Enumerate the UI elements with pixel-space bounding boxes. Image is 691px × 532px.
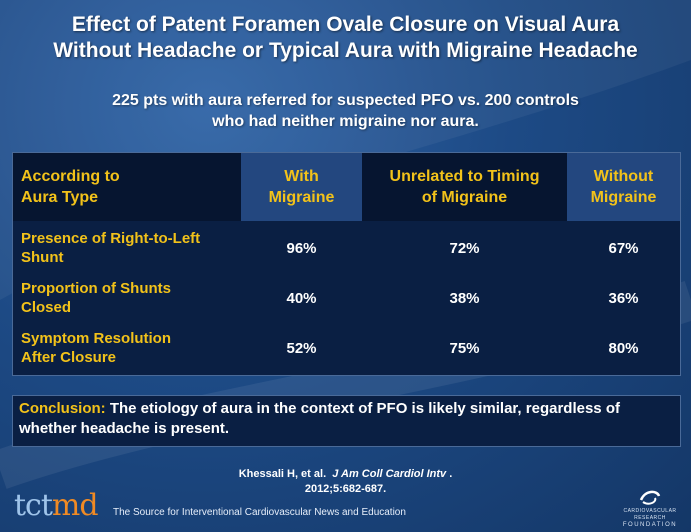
header-with-migraine: With Migraine	[268, 168, 335, 206]
header-highlight-without	[567, 153, 680, 221]
citation: Khessali H, et al. J Am Coll Cardiol Int…	[0, 467, 691, 497]
slide-subtitle: 225 pts with aura referred for suspected…	[0, 90, 691, 132]
citation-journal: J Am Coll Cardiol Intv	[332, 468, 447, 480]
table-cell-value: 52%	[286, 339, 317, 357]
table-cell-value: 80%	[608, 339, 639, 357]
table-cell-value: 36%	[608, 289, 639, 307]
results-table: According to Aura Type With Migraine Unrel…	[12, 152, 681, 376]
title-line-2: Without Headache or Typical Aura with Mi…	[53, 39, 638, 62]
header-without-migraine: Without Migraine	[590, 168, 657, 206]
foundation-line-2: FOUNDATION	[622, 522, 678, 528]
tctmd-logo: tctmd	[14, 488, 99, 523]
table-cell-value: 75%	[449, 339, 480, 357]
subtitle-line-2: who had neither migraine nor aura.	[212, 113, 479, 130]
header-unrelated-timing: Unrelated to Timing of Migraine	[389, 168, 540, 206]
conclusion-lead: Conclusion:	[19, 400, 106, 417]
foundation-line-1: CARDIOVASCULAR RESEARCH	[623, 508, 677, 521]
table-row-label: Presence of Right-to-Left Shunt	[21, 230, 201, 266]
crf-swirl-icon	[639, 490, 661, 505]
table-row-label: Proportion of Shunts Closed	[21, 280, 171, 316]
crf-foundation-logo: CARDIOVASCULAR RESEARCH FOUNDATION	[617, 488, 683, 529]
footer-tagline: The Source for Interventional Cardiovasc…	[113, 507, 406, 518]
conclusion-text: The etiology of aura in the context of P…	[19, 400, 620, 437]
table-header-band	[13, 153, 680, 221]
slide-title: Effect of Patent Foramen Ovale Closure o…	[0, 12, 691, 64]
table-cell-value: 96%	[286, 239, 317, 257]
table-cell-value: 40%	[286, 289, 317, 307]
citation-details: 2012;5:682-687.	[304, 483, 387, 495]
header-highlight-with	[241, 153, 362, 221]
conclusion-box: Conclusion: The etiology of aura in the …	[12, 395, 681, 447]
table-row-label: Symptom Resolution After Closure	[21, 330, 172, 366]
table-cell-value: 72%	[449, 239, 480, 257]
table-cell-value: 38%	[449, 289, 480, 307]
citation-authors: Khessali H, et al.	[238, 468, 327, 480]
table-cell-value: 67%	[608, 239, 639, 257]
header-aura-type: According to Aura Type	[21, 168, 120, 206]
subtitle-line-1: 225 pts with aura referred for suspected…	[112, 92, 579, 109]
title-line-1: Effect of Patent Foramen Ovale Closure o…	[71, 13, 620, 36]
